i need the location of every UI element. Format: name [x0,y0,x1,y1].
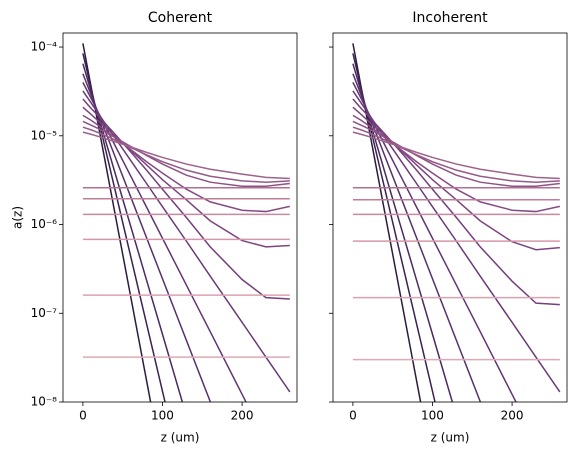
chart-title: Coherent [148,10,213,26]
x-tick-label: 200 [501,409,524,423]
curve [82,98,290,300]
y-tick-label: 10⁻⁷ [31,306,58,320]
curve [82,114,290,213]
curve [82,63,184,402]
chart-title: Incoherent [412,10,488,26]
x-axis-label: z (um) [161,431,200,445]
curve [82,82,247,402]
curve [82,120,290,187]
x-tick-label: 100 [151,409,174,423]
curve [82,131,290,180]
curve [352,43,422,402]
curve [82,90,291,393]
x-tick-label: 0 [79,409,87,423]
plot-area [352,43,561,402]
curve [352,114,560,213]
plot-area [82,43,291,402]
curve [352,131,560,180]
curve [352,98,560,306]
curve [352,106,560,251]
y-tick-label: 10⁻⁸ [31,395,58,409]
curve [82,43,152,402]
y-axis-label: a(z) [11,206,25,229]
axes-frame [332,32,568,403]
y-tick-label: 10⁻⁵ [31,128,58,142]
curve [82,53,166,402]
curve [352,126,560,183]
curve [352,73,482,402]
curve [82,73,212,402]
curve [352,120,560,187]
y-tick-label: 10⁻⁶ [31,217,58,231]
y-tick-label: 10⁻⁴ [31,40,58,54]
x-tick-label: 0 [349,409,357,423]
curve [82,126,290,183]
x-tick-label: 200 [231,409,254,423]
curve [82,106,290,248]
curve [352,82,517,402]
curve [352,63,454,402]
axes-frame [62,32,298,403]
x-axis-label: z (um) [431,431,470,445]
x-tick-label: 100 [421,409,444,423]
curve [352,90,561,393]
curve [352,53,436,402]
